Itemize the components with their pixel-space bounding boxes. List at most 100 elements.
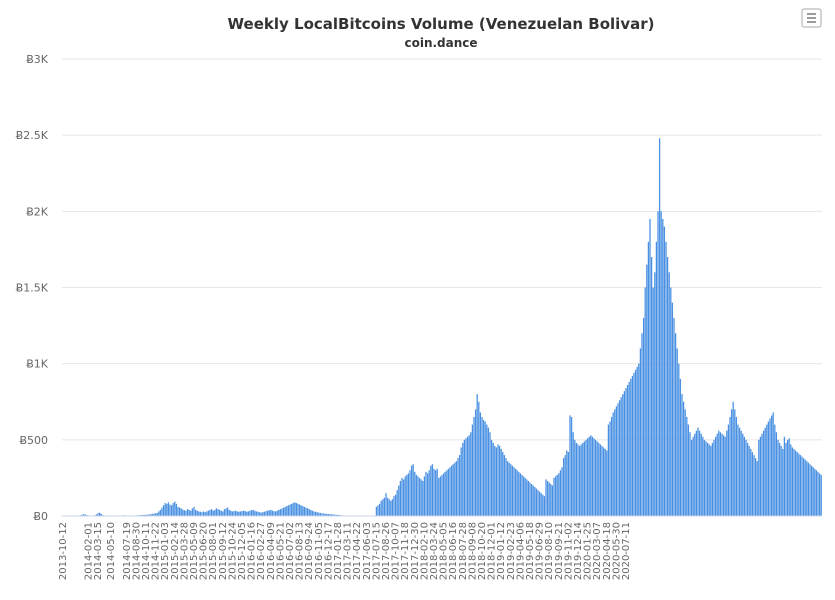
- bar: [466, 436, 469, 516]
- bar: [186, 509, 189, 516]
- x-tick-label: 2015-03-28: [179, 522, 190, 580]
- y-tick-label: Ƀ3K: [26, 53, 49, 66]
- bar: [519, 473, 522, 516]
- bar: [620, 397, 622, 516]
- bar: [265, 511, 267, 516]
- bar: [756, 461, 758, 516]
- bar: [638, 363, 640, 516]
- bar: [500, 448, 502, 516]
- bar: [156, 512, 158, 516]
- bar: [540, 493, 542, 516]
- bar: [286, 506, 288, 516]
- bar: [724, 436, 726, 516]
- x-tick-label: 2015-01-03: [160, 522, 171, 580]
- hamburger-menu-icon[interactable]: [807, 13, 816, 23]
- bar: [689, 432, 691, 516]
- y-axis-ticks: Ƀ0 Ƀ500 Ƀ1K Ƀ1.5K Ƀ2K Ƀ2.5K Ƀ3K: [16, 53, 49, 523]
- bar: [742, 433, 744, 516]
- x-tick-label: 2019-08-10: [544, 522, 555, 580]
- x-tick-label: 2020-07-11: [621, 522, 632, 580]
- bar: [598, 442, 600, 516]
- y-tick-label: Ƀ500: [19, 434, 48, 447]
- bar: [636, 366, 638, 516]
- bar: [606, 450, 608, 516]
- x-tick-label: 2018-05-05: [439, 522, 450, 580]
- bar: [292, 503, 294, 516]
- bar: [783, 436, 786, 516]
- bar: [481, 416, 483, 516]
- bar: [460, 447, 462, 516]
- bar: [390, 500, 392, 516]
- bar: [513, 467, 515, 516]
- bar: [527, 480, 530, 516]
- bar: [626, 384, 629, 516]
- bar: [433, 468, 435, 516]
- bar: [474, 409, 477, 516]
- bar: [628, 381, 630, 516]
- bar: [332, 514, 334, 516]
- bar: [641, 333, 643, 516]
- bar: [566, 450, 568, 516]
- bar: [159, 509, 162, 516]
- bar: [730, 409, 733, 516]
- bar: [185, 510, 187, 516]
- bar: [287, 505, 290, 516]
- bar: [778, 442, 781, 516]
- x-tick-label: 2016-04-09: [266, 522, 277, 580]
- bar: [676, 348, 678, 516]
- bar: [257, 511, 259, 516]
- bar: [534, 487, 536, 516]
- bars: [78, 138, 822, 517]
- x-tick-label: 2019-04-06: [515, 522, 526, 580]
- chart-menu-button[interactable]: [801, 8, 822, 28]
- bar: [561, 467, 563, 516]
- bar: [273, 511, 275, 516]
- bar: [548, 482, 550, 516]
- bar: [687, 424, 690, 516]
- x-tick-label: 2018-03-24: [429, 522, 440, 580]
- x-tick-label: 2018-12-01: [487, 522, 498, 580]
- bar: [428, 470, 430, 516]
- bar: [721, 433, 723, 516]
- bar: [705, 441, 707, 516]
- bar: [191, 508, 194, 516]
- bar: [97, 513, 99, 516]
- x-tick-label: 2014-10-11: [141, 522, 152, 580]
- bar: [580, 444, 582, 516]
- bar: [666, 257, 669, 516]
- bar: [703, 439, 706, 516]
- bar: [145, 514, 147, 516]
- bar: [545, 479, 547, 516]
- bar: [300, 505, 302, 516]
- bar: [694, 433, 696, 516]
- bar: [404, 476, 406, 516]
- x-tick-label: 2015-12-05: [237, 522, 248, 580]
- bar: [98, 512, 101, 516]
- bar: [543, 496, 546, 516]
- bar: [271, 510, 274, 516]
- bar: [201, 512, 203, 516]
- bar: [690, 439, 693, 516]
- bar: [276, 510, 278, 516]
- x-tick-label: 2018-02-10: [419, 522, 430, 580]
- bar: [602, 447, 605, 516]
- x-tick-label: 2019-06-29: [535, 522, 546, 580]
- bar: [393, 496, 395, 516]
- bar: [282, 507, 285, 516]
- bar: [254, 510, 256, 516]
- bar: [422, 480, 424, 516]
- x-tick-label: 2016-08-13: [295, 522, 306, 580]
- x-tick-label: 2019-05-18: [525, 522, 536, 580]
- bar: [806, 461, 808, 516]
- bar: [178, 507, 181, 516]
- x-tick-label: 2017-01-28: [333, 522, 344, 580]
- x-tick-label: 2015-05-09: [189, 522, 200, 580]
- bar: [564, 455, 566, 516]
- bar: [710, 445, 712, 516]
- bar: [786, 439, 789, 516]
- bar: [790, 444, 792, 516]
- bar: [713, 439, 715, 516]
- bar: [556, 474, 558, 516]
- bar: [761, 433, 763, 516]
- bar: [298, 504, 301, 516]
